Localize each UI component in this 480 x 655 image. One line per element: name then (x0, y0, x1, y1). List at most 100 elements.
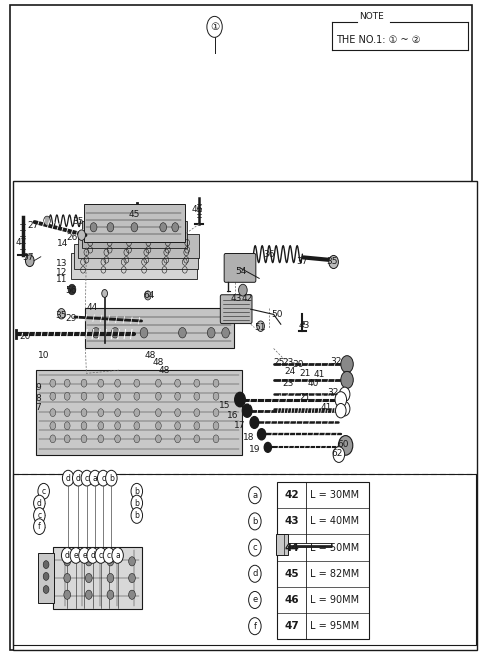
Text: a: a (93, 474, 97, 483)
Text: 41: 41 (321, 403, 332, 412)
Text: 64: 64 (143, 291, 155, 300)
Circle shape (90, 223, 97, 232)
Text: e: e (82, 551, 87, 560)
Circle shape (38, 483, 49, 499)
Circle shape (112, 548, 123, 563)
Text: 18: 18 (243, 433, 255, 442)
Text: L = 90MM: L = 90MM (310, 595, 359, 605)
Circle shape (134, 409, 140, 417)
Circle shape (338, 436, 353, 455)
Circle shape (129, 590, 135, 599)
Text: 27: 27 (27, 221, 38, 230)
Circle shape (107, 557, 114, 566)
Text: 35: 35 (55, 310, 67, 320)
Text: 15: 15 (219, 401, 230, 410)
Text: 16: 16 (227, 411, 238, 420)
Circle shape (134, 392, 140, 400)
Circle shape (144, 291, 151, 300)
Circle shape (43, 586, 49, 593)
Circle shape (257, 321, 264, 331)
Text: 23: 23 (282, 358, 294, 367)
Bar (276, 534, 288, 555)
Text: 9: 9 (36, 383, 41, 392)
Text: 51: 51 (254, 323, 266, 332)
Text: 21: 21 (299, 393, 311, 402)
Circle shape (87, 548, 98, 563)
Text: b: b (134, 498, 139, 508)
Text: 29: 29 (65, 314, 77, 324)
Circle shape (213, 392, 219, 400)
Text: 32: 32 (330, 357, 342, 366)
Text: L = 40MM: L = 40MM (310, 516, 359, 527)
Circle shape (64, 574, 71, 583)
Circle shape (64, 557, 71, 566)
Text: 46: 46 (285, 595, 299, 605)
Text: b: b (134, 511, 139, 520)
Circle shape (179, 328, 186, 338)
Text: 56: 56 (65, 286, 77, 295)
Circle shape (111, 328, 119, 338)
Text: 32: 32 (327, 388, 338, 397)
Circle shape (79, 548, 90, 563)
Circle shape (156, 392, 161, 400)
Text: d: d (37, 498, 42, 508)
Circle shape (81, 435, 87, 443)
Circle shape (249, 539, 261, 556)
Text: b: b (134, 487, 139, 496)
Text: 54: 54 (236, 267, 247, 276)
Text: b: b (252, 517, 258, 526)
Circle shape (64, 379, 70, 387)
Text: L = 82MM: L = 82MM (310, 569, 360, 579)
Circle shape (172, 223, 179, 232)
Text: NOTE: NOTE (359, 12, 384, 21)
Text: 48: 48 (152, 358, 164, 367)
Circle shape (81, 379, 87, 387)
Circle shape (68, 284, 76, 295)
Circle shape (85, 590, 92, 599)
Text: a: a (115, 551, 120, 560)
Text: c: c (37, 511, 41, 520)
Circle shape (98, 379, 104, 387)
Circle shape (78, 230, 85, 240)
Text: 10: 10 (38, 351, 50, 360)
Circle shape (207, 16, 222, 37)
Circle shape (175, 379, 180, 387)
Circle shape (156, 435, 161, 443)
Circle shape (156, 409, 161, 417)
Text: 43: 43 (285, 516, 299, 527)
Circle shape (115, 409, 120, 417)
Text: 48: 48 (144, 350, 156, 360)
Circle shape (339, 387, 350, 402)
Text: c: c (99, 551, 103, 560)
Circle shape (194, 422, 200, 430)
Circle shape (70, 548, 82, 563)
Text: 26: 26 (66, 233, 78, 242)
Circle shape (131, 483, 143, 499)
Text: b: b (109, 474, 114, 483)
Text: c: c (107, 551, 111, 560)
Circle shape (85, 557, 92, 566)
Text: 60: 60 (337, 440, 349, 449)
Circle shape (34, 519, 45, 534)
Circle shape (335, 392, 347, 407)
Circle shape (106, 470, 117, 486)
Circle shape (50, 435, 56, 443)
Text: 8: 8 (36, 394, 41, 403)
Circle shape (115, 435, 120, 443)
Circle shape (341, 371, 353, 388)
Circle shape (207, 328, 215, 338)
Circle shape (95, 548, 107, 563)
Circle shape (235, 392, 245, 407)
Text: 50: 50 (271, 310, 283, 319)
Text: 44: 44 (87, 303, 98, 312)
Text: 44: 44 (285, 542, 299, 553)
Circle shape (64, 409, 70, 417)
FancyBboxPatch shape (224, 253, 256, 282)
Circle shape (34, 508, 45, 523)
Text: ①: ① (210, 22, 219, 32)
Circle shape (64, 435, 70, 443)
Text: L = 50MM: L = 50MM (310, 542, 360, 553)
Circle shape (175, 409, 180, 417)
Circle shape (160, 223, 167, 232)
Bar (38, 553, 54, 603)
